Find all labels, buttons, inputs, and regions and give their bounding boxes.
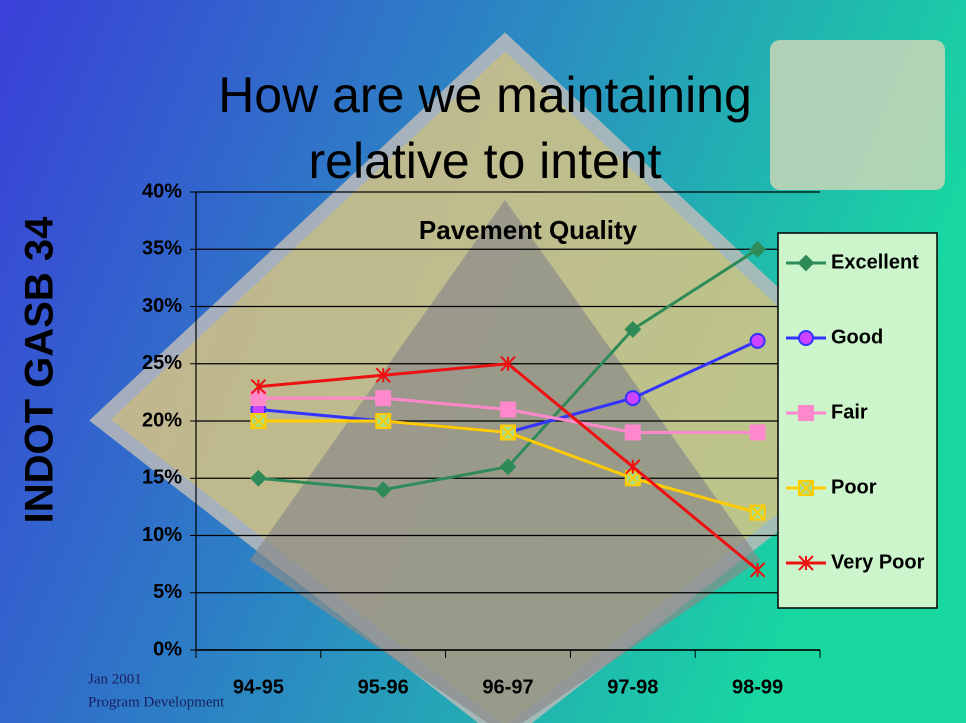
- y-tick-label: 35%: [142, 238, 182, 260]
- x-tick-label: 95-96: [358, 676, 409, 698]
- chart-title: Pavement Quality: [419, 215, 638, 245]
- marker: [501, 425, 515, 439]
- y-tick-label: 20%: [142, 409, 182, 431]
- footer-date: Jan 2001: [88, 671, 142, 687]
- y-tick-label: 30%: [142, 295, 182, 317]
- marker: [751, 506, 765, 520]
- footer-dept: Program Development: [88, 694, 225, 710]
- legend-label: Good: [831, 326, 883, 348]
- y-tick-label: 25%: [142, 352, 182, 374]
- marker: [376, 391, 390, 405]
- x-tick-label: 94-95: [233, 676, 284, 698]
- marker: [376, 414, 390, 428]
- y-tick-label: 10%: [142, 524, 182, 546]
- marker: [799, 481, 813, 495]
- x-tick-label: 97-98: [607, 676, 658, 698]
- marker: [751, 425, 765, 439]
- y-tick-label: 15%: [142, 467, 182, 489]
- marker: [626, 391, 640, 405]
- marker: [799, 406, 813, 420]
- side-label: INDOT GASB 34: [18, 216, 62, 523]
- slide: INDOT GASB 34 Jan 2001 Program Developme…: [0, 0, 966, 723]
- legend-label: Fair: [831, 401, 868, 423]
- legend-label: Excellent: [831, 251, 919, 273]
- marker: [501, 403, 515, 417]
- y-tick-label: 0%: [153, 638, 182, 660]
- x-tick-label: 96-97: [482, 676, 533, 698]
- y-tick-label: 5%: [153, 581, 182, 603]
- marker: [251, 414, 265, 428]
- slide-title: How are we maintaining relative to inten…: [150, 62, 820, 194]
- marker: [626, 425, 640, 439]
- marker: [751, 334, 765, 348]
- legend-label: Poor: [831, 476, 877, 498]
- x-tick-label: 98-99: [732, 676, 783, 698]
- marker: [799, 331, 813, 345]
- legend-label: Very Poor: [831, 551, 925, 573]
